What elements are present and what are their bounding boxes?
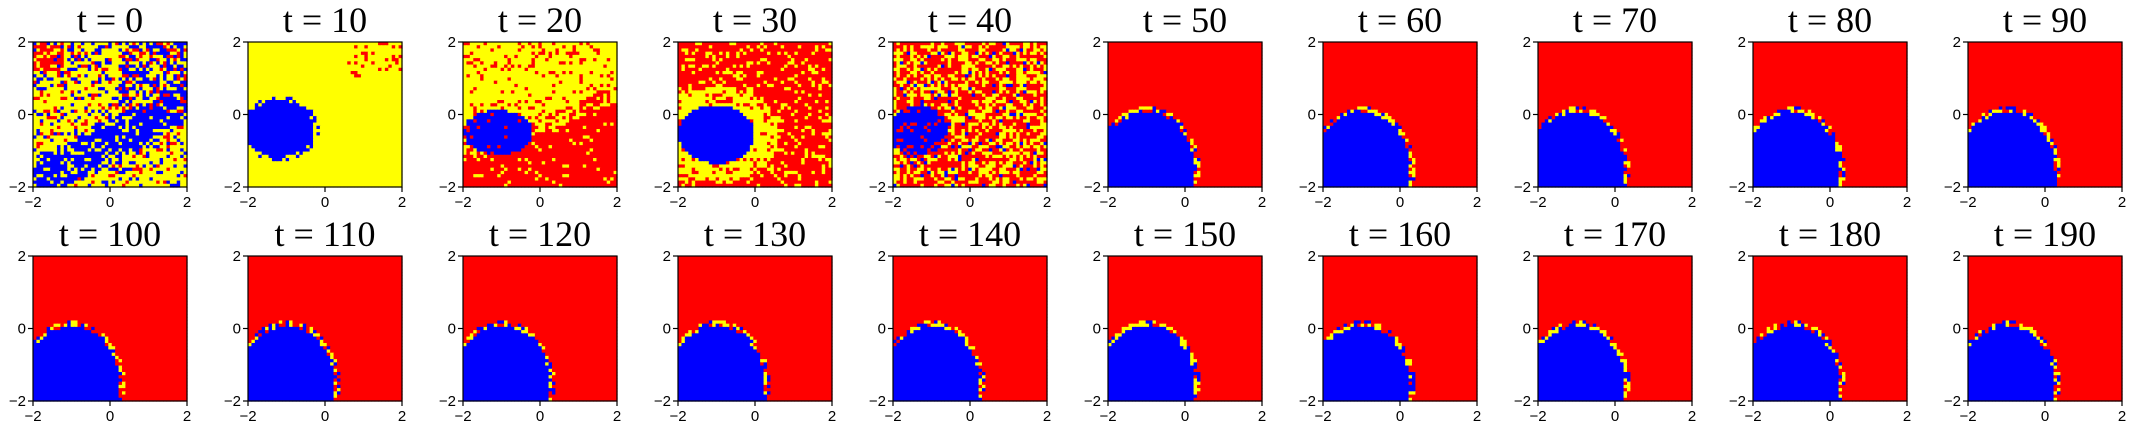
- x-tick-label: 2: [183, 194, 191, 211]
- heatmap-panel: t = 0 −2 0 2 2 0 −2: [9, 0, 191, 211]
- heatmap-panel: t = 10−2 0 220−2: [224, 0, 406, 211]
- y-tick-label: 0: [18, 107, 26, 124]
- panel-title: t = 0: [77, 0, 143, 40]
- x-tick-label: 0: [106, 194, 114, 211]
- y-tick-label: −2: [9, 179, 26, 196]
- x-tick-label: −2: [24, 194, 41, 211]
- y-tick-label: 2: [18, 34, 26, 51]
